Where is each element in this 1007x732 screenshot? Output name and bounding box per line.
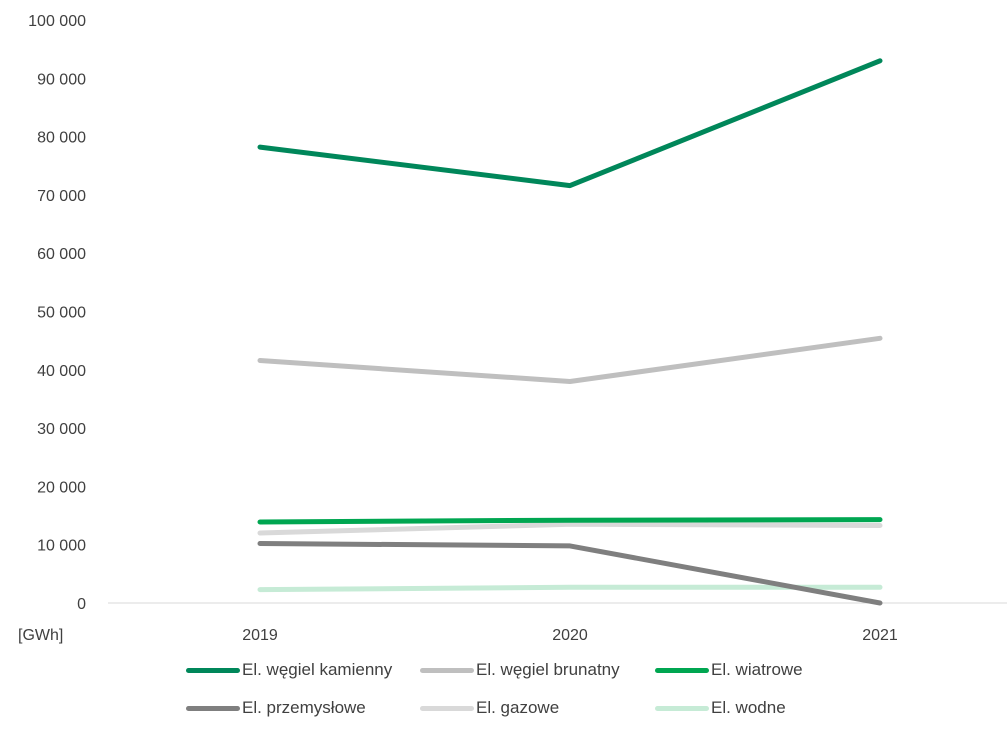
series-lines [257,58,883,606]
legend-item: El. gazowe [420,696,559,720]
series-line-3 [257,541,883,606]
x-tick-label: 2019 [242,627,278,644]
y-tick-label: 90 000 [37,71,86,88]
x-axis-ticks: 2019 2020 2021 [242,627,898,644]
legend-swatch [655,667,709,673]
legend-label: El. wodne [711,698,786,717]
y-tick-label: 100 000 [28,13,86,30]
series-line-2 [257,517,883,525]
y-tick-label: 10 000 [37,538,86,555]
series-line-5 [257,584,883,593]
y-tick-label: 60 000 [37,246,86,263]
legend-swatch [186,705,240,711]
series-line-1 [257,335,883,384]
legend-item: El. węgiel brunatny [420,658,620,682]
x-tick-label: 2020 [552,627,588,644]
legend-item: El. wiatrowe [655,658,803,682]
series-line-4 [257,521,883,536]
legend-swatch [420,667,474,673]
y-tick-label: 50 000 [37,305,86,322]
legend-swatch [655,705,709,711]
y-tick-label: 20 000 [37,479,86,496]
legend-item: El. węgiel kamienny [186,658,392,682]
legend-label: El. węgiel kamienny [242,660,393,679]
y-tick-label: 0 [77,596,86,613]
series-line-0 [257,58,883,189]
legend-label: El. wiatrowe [711,660,803,679]
legend-item: El. przemysłowe [186,696,366,720]
y-tick-label: 80 000 [37,130,86,147]
y-axis-unit-label: [GWh] [18,627,63,644]
legend-item: El. wodne [655,696,786,720]
y-tick-label: 70 000 [37,188,86,205]
legend-label: El. przemysłowe [242,698,366,717]
legend-label: El. gazowe [476,698,560,717]
legend-swatch [420,705,474,711]
y-tick-label: 40 000 [37,363,86,380]
y-axis-ticks: 0 10 000 20 000 30 000 40 000 50 000 60 000 70 … [28,13,86,613]
legend-label: El. węgiel brunatny [476,660,620,679]
x-tick-label: 2021 [862,627,898,644]
legend-swatch [186,667,240,673]
y-tick-label: 30 000 [37,421,86,438]
